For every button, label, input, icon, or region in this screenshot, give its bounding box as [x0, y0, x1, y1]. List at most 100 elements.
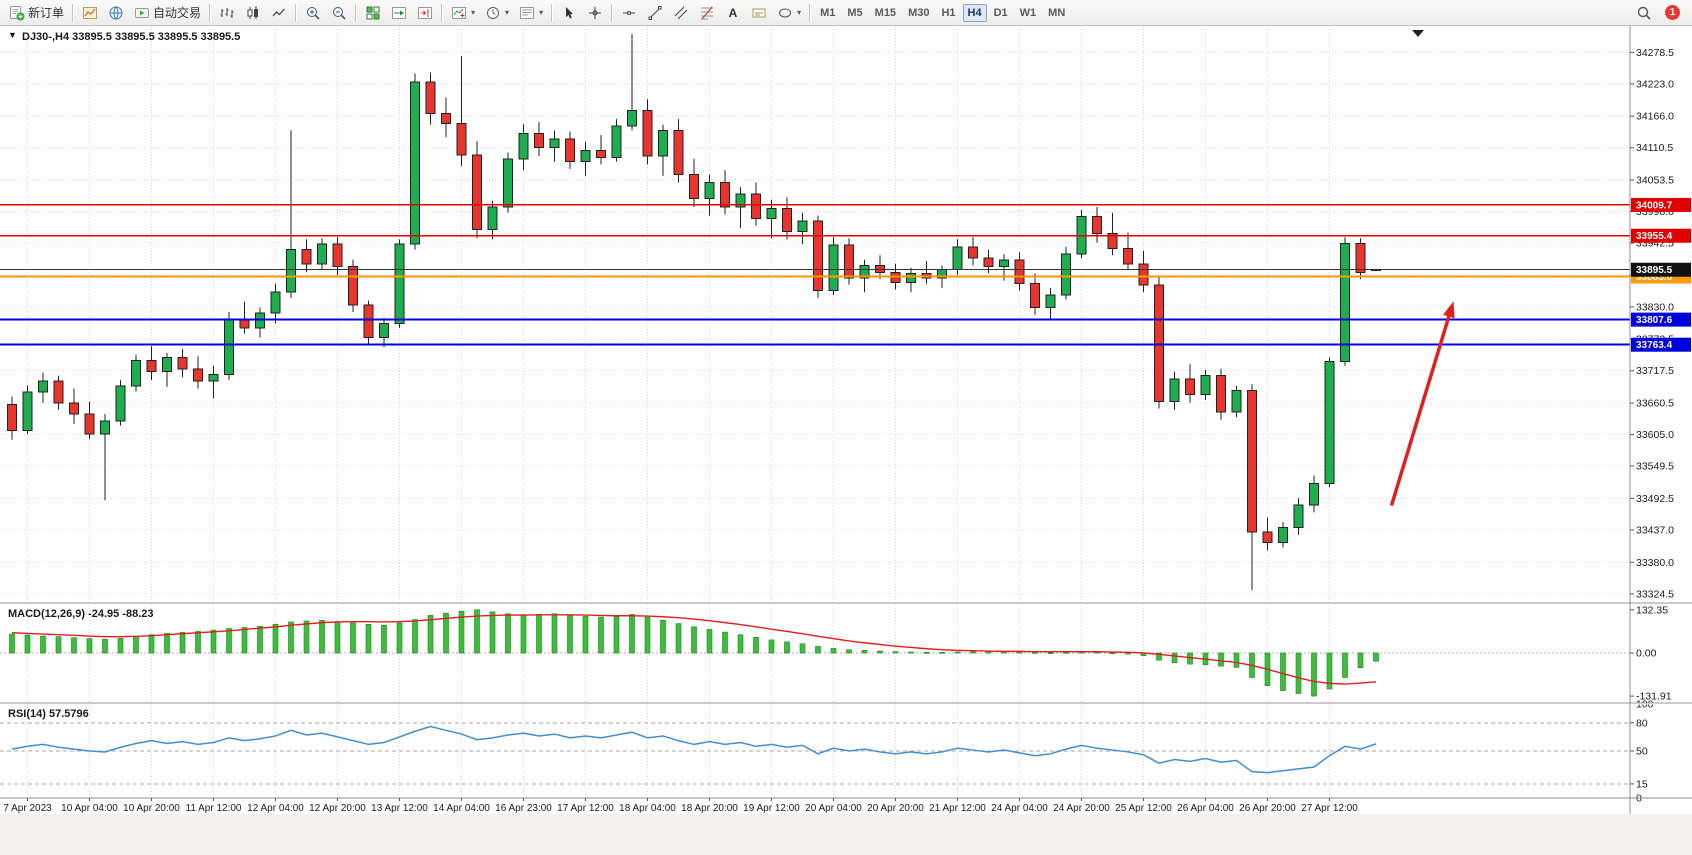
svg-text:A: A: [729, 6, 738, 20]
new-chart-button[interactable]: [78, 2, 102, 24]
macd-bar: [489, 611, 496, 654]
time-label: 12 Apr 04:00: [247, 803, 304, 814]
chart-canvas[interactable]: 34278.534223.034166.034110.534053.533998…: [0, 26, 1692, 814]
candle: [7, 404, 17, 432]
macd-bar: [1218, 652, 1224, 667]
time-axis[interactable]: 7 Apr 2023 10 Apr 04:00 10 Apr 20:00 11 Apr…: [3, 798, 1358, 814]
time-label: 7 Apr 2023: [3, 803, 52, 814]
macd-bar: [815, 646, 821, 654]
toolbar-separator: [295, 3, 298, 22]
timeframe-h1-button[interactable]: H1: [941, 6, 956, 19]
timeframe-m30-button[interactable]: M30: [908, 6, 930, 19]
svg-text:34223.0: 34223.0: [1636, 78, 1674, 90]
macd-bar: [644, 616, 651, 654]
trend-arrow[interactable]: [1389, 301, 1455, 507]
candle: [906, 272, 916, 284]
macd-bar: [102, 638, 108, 654]
candle: [689, 174, 699, 200]
candle: [580, 149, 591, 163]
svg-text:33883.6: 33883.6: [1636, 272, 1673, 283]
macd-bar: [1326, 652, 1333, 690]
timeframe-m5-button[interactable]: M5: [847, 6, 863, 19]
fibonacci-button[interactable]: [695, 2, 719, 24]
templates-button[interactable]: ▾: [515, 2, 547, 24]
tile-windows-button[interactable]: [361, 2, 385, 24]
svg-text:80: 80: [1636, 717, 1648, 729]
caret-down-icon: ▾: [797, 8, 802, 17]
toolbar-separator: [611, 3, 614, 22]
candle: [441, 112, 451, 125]
candle: [208, 373, 219, 382]
auto-scroll-button[interactable]: [387, 2, 411, 24]
globe-icon: [108, 5, 124, 21]
candle: [534, 132, 544, 148]
caret-down-icon: ▾: [471, 8, 476, 17]
search-button[interactable]: [1632, 2, 1656, 24]
candle: [69, 402, 79, 415]
candle: [456, 123, 467, 156]
text-button[interactable]: A: [721, 2, 745, 24]
macd-bar: [86, 638, 93, 654]
label-button[interactable]: [747, 2, 771, 24]
macd-bar: [117, 637, 124, 654]
macd-bar: [1032, 652, 1038, 654]
macd-bar: [923, 652, 930, 654]
autotrading-button[interactable]: 自动交易: [130, 1, 205, 24]
timeframe-m15-button[interactable]: M15: [874, 6, 897, 19]
time-label: 24 Apr 04:00: [991, 803, 1048, 814]
candle: [1340, 242, 1350, 362]
autotrading-button-label: 自动交易: [153, 6, 202, 20]
periods-button[interactable]: ▾: [481, 2, 513, 24]
zoom-out-button[interactable]: [327, 2, 351, 24]
timeframe-m1-button[interactable]: M1: [820, 6, 836, 19]
indicators-button[interactable]: ▾: [447, 2, 479, 24]
candlestick-chart-button[interactable]: [241, 2, 265, 24]
macd-bar: [675, 623, 682, 654]
candle: [1030, 283, 1040, 308]
toolbar-separator: [441, 3, 444, 22]
notifications-badge[interactable]: 1: [1665, 5, 1680, 20]
macd-bar: [536, 614, 542, 654]
macd-bar: [319, 620, 325, 654]
timeframe-w1-button[interactable]: W1: [1019, 6, 1037, 19]
timeframe-mn-button[interactable]: MN: [1048, 6, 1066, 19]
horizontal-line-button[interactable]: [617, 2, 641, 24]
cursor-button[interactable]: [557, 2, 581, 24]
bar-chart-button[interactable]: [215, 2, 239, 24]
time-label: 20 Apr 04:00: [805, 803, 862, 814]
time-label: 13 Apr 12:00: [371, 803, 428, 814]
chart-shift-button[interactable]: [413, 2, 437, 24]
crosshair-button[interactable]: [583, 2, 607, 24]
svg-text:34053.5: 34053.5: [1636, 175, 1674, 187]
candle: [565, 138, 575, 163]
candle: [1061, 253, 1071, 296]
candle: [704, 182, 715, 200]
candle: [1107, 233, 1118, 249]
macd-bar: [412, 619, 418, 654]
line-chart-button[interactable]: [267, 2, 291, 24]
macd-bar: [691, 626, 697, 654]
rsi-line: [11, 725, 1377, 774]
time-label: 11 Apr 12:00: [186, 803, 242, 814]
timeframe-d1-button[interactable]: D1: [993, 6, 1008, 19]
svg-text:33807.6: 33807.6: [1636, 315, 1673, 326]
new-order-button[interactable]: 新订单: [5, 1, 68, 24]
macd-pane: 132.35 0.00 -131.91: [0, 604, 1672, 703]
macd-bar: [846, 649, 852, 654]
profiles-button[interactable]: [104, 2, 128, 24]
chart-shift-marker[interactable]: [1412, 30, 1424, 37]
candle: [379, 322, 389, 339]
candle: [53, 380, 64, 404]
candle: [286, 249, 296, 293]
svg-text:33380.0: 33380.0: [1636, 557, 1674, 569]
autotrading-icon: [134, 5, 150, 21]
candle-type-icon: [245, 5, 261, 21]
zoom-in-button[interactable]: [301, 2, 325, 24]
svg-text:0.00: 0.00: [1636, 648, 1657, 660]
candle: [332, 243, 343, 268]
trendline-button[interactable]: [643, 2, 667, 24]
time-label: 17 Apr 12:00: [557, 803, 614, 814]
shapes-button[interactable]: ▾: [773, 2, 805, 24]
timeframe-h4-button[interactable]: H4: [962, 3, 987, 22]
channel-button[interactable]: [669, 2, 693, 24]
